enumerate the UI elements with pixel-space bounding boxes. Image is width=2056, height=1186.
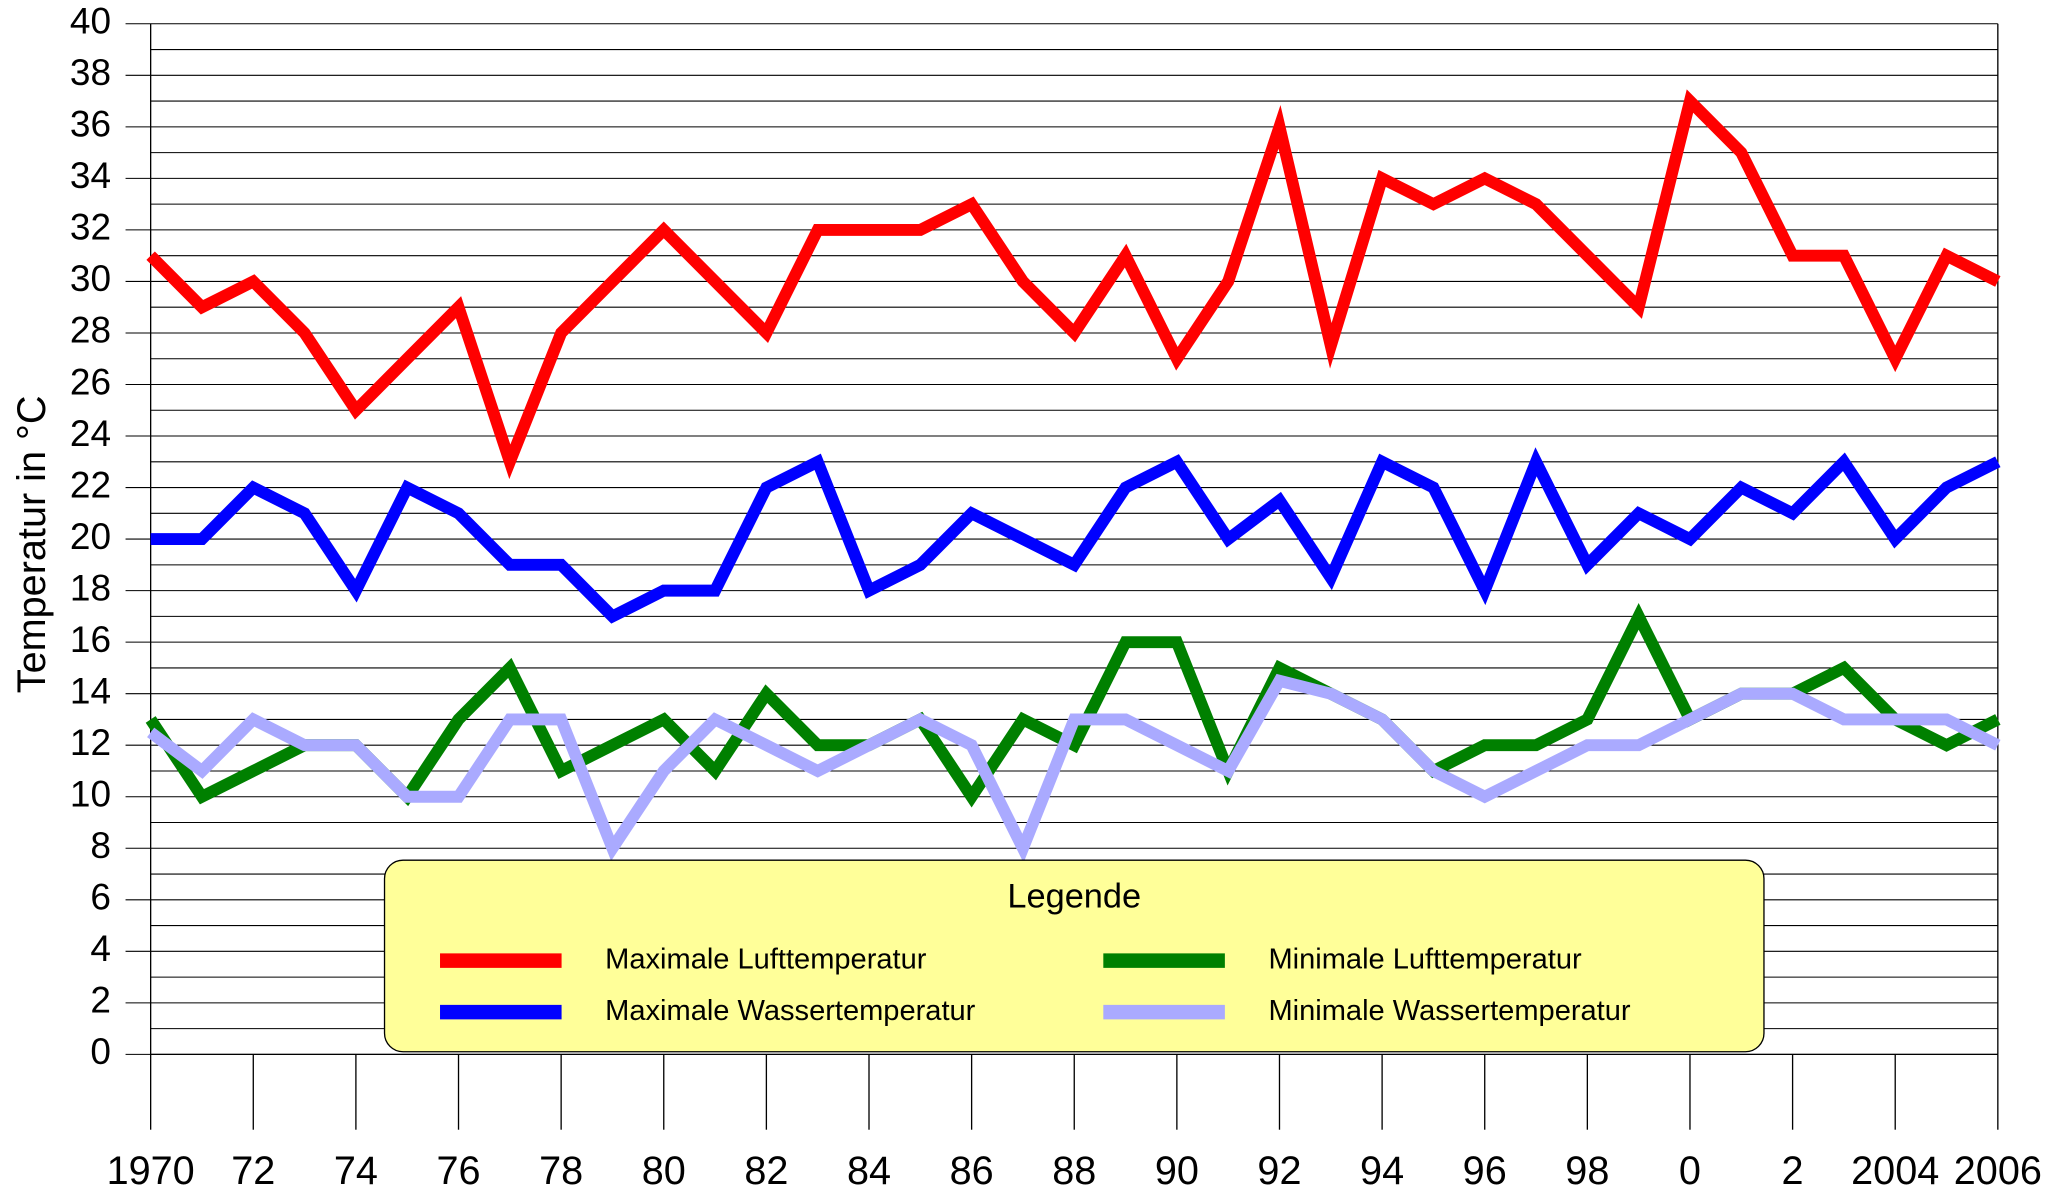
x-tick-label: 88: [1052, 1149, 1096, 1186]
y-tick-label: 36: [70, 104, 111, 145]
y-tick-label: 10: [70, 774, 111, 815]
legend-title: Legende: [1007, 878, 1141, 916]
x-tick-label: 2006: [1954, 1149, 2042, 1186]
y-tick-label: 22: [70, 464, 111, 505]
x-tick-label: 82: [744, 1149, 788, 1186]
x-tick-label: 80: [642, 1149, 686, 1186]
y-tick-label: 14: [70, 670, 111, 711]
legend-label: Minimale Wassertemperatur: [1268, 995, 1630, 1027]
y-tick-label: 18: [70, 567, 111, 608]
x-tick-label: 84: [847, 1149, 891, 1186]
y-axis-label: Temperatur in °C: [10, 396, 54, 694]
y-tick-label: 32: [70, 207, 111, 248]
y-tick-label: 6: [90, 877, 111, 918]
x-tick-label: 2: [1782, 1149, 1804, 1186]
x-tick-label: 92: [1257, 1149, 1301, 1186]
x-tick-label: 78: [539, 1149, 583, 1186]
x-tick-label: 90: [1155, 1149, 1199, 1186]
y-tick-label: 8: [90, 825, 111, 866]
y-tick-label: 2: [90, 980, 111, 1021]
x-tick-label: 1970: [107, 1149, 195, 1186]
legend: Legende Maximale Lufttemperatur Maximale W…: [383, 859, 1765, 1053]
x-tick-label: 86: [950, 1149, 994, 1186]
x-tick-label: 74: [334, 1149, 378, 1186]
legend-label: Maximale Wassertemperatur: [605, 995, 976, 1027]
data-line: [147, 673, 2001, 863]
legend-label: Maximale Lufttemperatur: [605, 943, 927, 975]
y-tick-label: 4: [90, 928, 111, 969]
x-tick-label: 94: [1360, 1149, 1404, 1186]
y-tick-label: 24: [70, 413, 111, 454]
x-tick-label: 96: [1463, 1149, 1507, 1186]
x-tick-label: 2004: [1851, 1149, 1939, 1186]
y-tick-label: 34: [70, 155, 111, 196]
x-tick-label: 98: [1565, 1149, 1609, 1186]
y-tick-label: 16: [70, 619, 111, 660]
y-tick-label: 40: [70, 1, 111, 42]
y-tick-label: 12: [70, 722, 111, 763]
x-tick-label: 72: [231, 1149, 275, 1186]
y-tick-label: 28: [70, 310, 111, 351]
x-tick-label: 76: [436, 1149, 480, 1186]
y-tick-label: 26: [70, 361, 111, 402]
legend-label: Minimale Lufttemperatur: [1268, 943, 1582, 975]
legend-box: [383, 859, 1765, 1053]
y-tick-label: 38: [70, 52, 111, 93]
x-tick-label: 0: [1679, 1149, 1701, 1186]
data-line: [150, 447, 2001, 624]
y-tick-label: 0: [90, 1031, 111, 1072]
y-tick-label: 20: [70, 516, 111, 557]
data-line: [146, 89, 2001, 480]
y-tick-label: 30: [70, 258, 111, 299]
